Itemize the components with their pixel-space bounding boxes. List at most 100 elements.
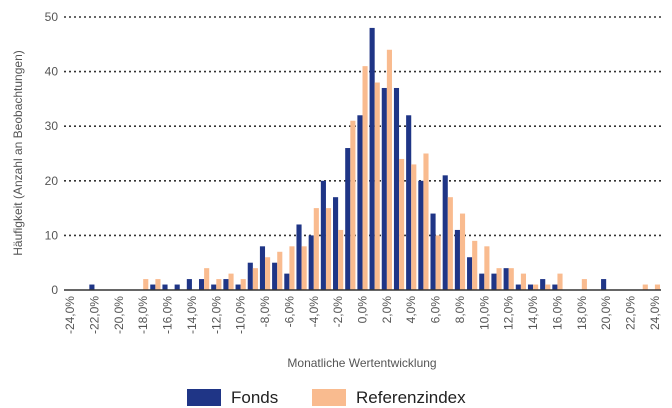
bar [228, 273, 234, 290]
legend-swatch [312, 389, 346, 406]
x-tick-label: -10,0% [234, 296, 248, 334]
bar [381, 87, 387, 290]
bar [289, 246, 295, 290]
bar [423, 153, 429, 290]
x-tick-label: 14,0% [526, 296, 540, 330]
x-tick-label: -8,0% [258, 296, 272, 328]
bar [447, 197, 453, 290]
bar [277, 251, 283, 290]
bar [642, 284, 648, 290]
bar [399, 158, 405, 290]
x-tick-label: -12,0% [209, 296, 223, 334]
x-tick-label: 2,0% [380, 296, 394, 324]
x-tick-label: 4,0% [404, 296, 418, 324]
bar [362, 66, 368, 290]
bar [459, 213, 466, 290]
bar [150, 284, 156, 290]
bar [357, 115, 363, 290]
bar [143, 279, 149, 290]
x-tick-label: -16,0% [161, 296, 175, 334]
bar [467, 257, 473, 290]
x-tick-label: 18,0% [575, 296, 589, 330]
bar [557, 273, 563, 290]
bar [472, 240, 478, 290]
bar [211, 284, 217, 290]
bar [89, 284, 95, 290]
x-tick-label: -4,0% [307, 296, 321, 328]
y-tick-label: 30 [45, 119, 59, 133]
bar [491, 273, 497, 290]
bar [508, 268, 514, 290]
x-tick-label: -14,0% [185, 296, 199, 334]
bar [350, 120, 356, 291]
bar [259, 246, 266, 290]
bar [320, 180, 326, 290]
bar [240, 279, 246, 290]
bar [284, 273, 290, 290]
bar [406, 115, 412, 290]
bar [393, 87, 400, 290]
bar [503, 268, 509, 290]
bar [520, 273, 527, 290]
bar [296, 224, 302, 290]
bar [411, 164, 417, 290]
bar [515, 284, 521, 290]
bar [252, 268, 258, 290]
bar [247, 262, 253, 290]
bar [418, 180, 424, 290]
x-tick-label: -2,0% [331, 296, 345, 328]
bar [442, 175, 448, 290]
x-axis-title: Monatliche Wertentwicklung [287, 356, 436, 370]
bar [333, 197, 339, 290]
bar [552, 284, 558, 290]
bar [454, 229, 460, 290]
x-tick-label: -22,0% [87, 296, 101, 334]
bar [496, 268, 502, 290]
bar [155, 279, 161, 290]
y-tick-label: 20 [45, 174, 59, 188]
y-tick-label: 0 [51, 283, 58, 297]
bar [235, 284, 241, 290]
x-tick-label: 22,0% [624, 296, 638, 330]
x-tick-label: -24,0% [63, 296, 77, 334]
bar [272, 262, 278, 290]
y-tick-label: 50 [45, 10, 59, 24]
legend-label: Fonds [231, 388, 278, 407]
legend-label: Referenzindex [356, 388, 466, 407]
bar [540, 279, 546, 290]
x-tick-label: 8,0% [453, 296, 467, 324]
x-tick-label: 0,0% [356, 296, 370, 324]
bar [435, 235, 441, 290]
x-tick-label: 24,0% [648, 296, 662, 330]
bar [654, 284, 661, 290]
legend-swatch [187, 389, 221, 406]
bar [325, 208, 332, 290]
bar [601, 279, 607, 290]
x-tick-label: 12,0% [502, 296, 516, 330]
bar [301, 246, 307, 290]
bar [204, 268, 210, 290]
x-tick-label: -18,0% [136, 296, 150, 334]
bar [198, 279, 205, 290]
bar [484, 246, 490, 290]
x-tick-label: 16,0% [550, 296, 564, 330]
bar [162, 284, 168, 290]
y-axis-title: Häufigkeit (Anzahl an Beobachtungen) [11, 50, 25, 255]
bar [313, 208, 319, 290]
x-tick-label: 10,0% [477, 296, 491, 330]
bar [345, 148, 351, 290]
bar [369, 27, 375, 290]
bar [430, 213, 436, 290]
x-tick-label: -6,0% [282, 296, 296, 328]
bar [533, 284, 539, 290]
bar [545, 284, 551, 290]
bar [186, 279, 192, 290]
x-tick-label: 6,0% [429, 296, 443, 324]
x-tick-label: -20,0% [112, 296, 126, 334]
bar [174, 284, 180, 290]
bar [308, 235, 314, 290]
bar [374, 82, 380, 291]
y-tick-label: 40 [45, 65, 59, 79]
bar [338, 229, 344, 290]
